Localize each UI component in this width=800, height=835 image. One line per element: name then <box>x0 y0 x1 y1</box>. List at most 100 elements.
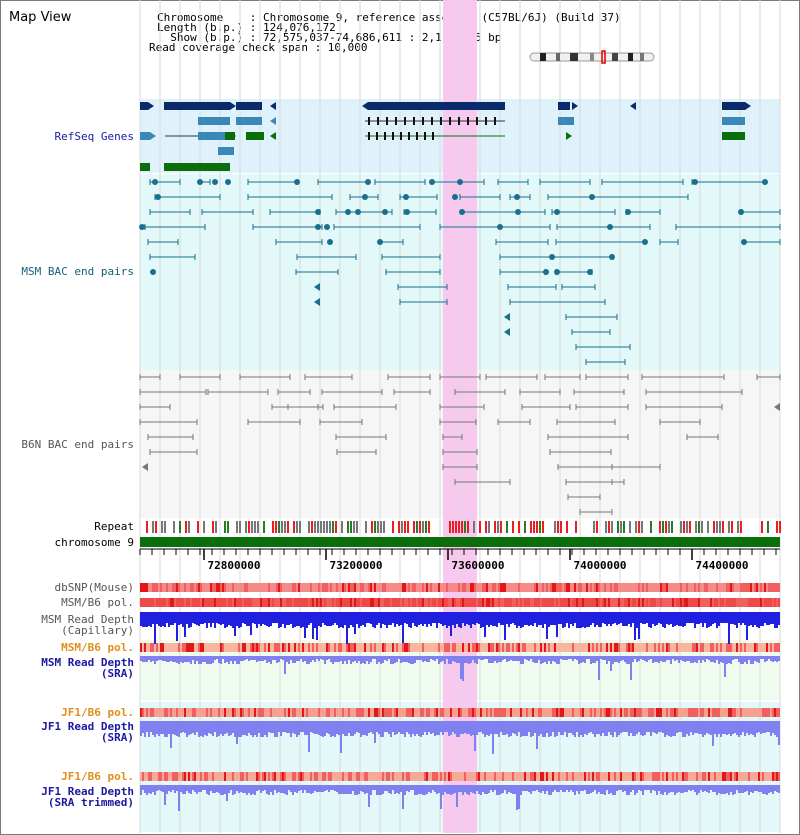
track-label-refseq[interactable]: RefSeq Genes <box>54 130 134 143</box>
msm-pol2-cell <box>608 643 610 652</box>
jf1-pol-cell <box>552 708 554 717</box>
msm-depth-capillary-bar <box>510 612 512 624</box>
msm-pol-cell <box>256 598 258 607</box>
jf1-depth-sra-bar <box>488 721 490 736</box>
msm-depth-capillary-bar <box>368 612 370 623</box>
msm-pol-cell <box>574 598 576 607</box>
msm-depth-capillary-bar <box>456 612 458 624</box>
jf1-depth-trimmed-bar <box>302 785 304 793</box>
msm-depth-capillary-bar <box>494 612 496 626</box>
jf1-depth-trimmed-bar <box>664 785 666 792</box>
msm-depth-sra-bar <box>714 656 716 663</box>
jf1-pol-cell <box>522 708 524 717</box>
jf1-pol2-cell <box>482 772 484 781</box>
msm-depth-sra-bar <box>428 656 430 662</box>
jf1-pol2-cell <box>190 772 192 781</box>
jf1-depth-sra-bar <box>290 721 292 737</box>
msm-depth-capillary-bar <box>310 612 312 623</box>
msm-pol2-cell <box>602 643 604 652</box>
msm-depth-sra-bar <box>692 656 694 663</box>
msm-depth-sra-bar <box>388 656 390 659</box>
msm-pol-cell <box>304 598 306 607</box>
jf1-depth-trimmed-bar <box>756 785 758 791</box>
jf1-pol2-cell <box>150 772 152 781</box>
jf1-pol-cell <box>278 708 280 717</box>
msm-depth-sra-bar <box>418 656 420 660</box>
jf1-pol-cell <box>700 708 702 717</box>
jf1-depth-sra-bar <box>486 721 488 735</box>
jf1-depth-trimmed-bar <box>634 785 636 795</box>
jf1-pol2-cell <box>202 772 204 781</box>
jf1-pol-cell <box>282 708 284 717</box>
msm-pol-cell <box>656 598 658 607</box>
jf1-pol-cell <box>210 708 212 717</box>
dbsnp-cell <box>656 583 658 592</box>
jf1-pol-cell <box>530 708 532 717</box>
jf1-depth-trimmed-bar <box>668 785 670 793</box>
msm-pol2-cell <box>504 643 506 652</box>
dbsnp-cell <box>408 583 410 592</box>
msm-pol-cell <box>592 598 594 607</box>
jf1-depth-sra-bar <box>498 721 500 737</box>
msm-depth-capillary-bar <box>366 612 368 623</box>
msm-pol2-cell <box>386 643 388 652</box>
dbsnp-cell <box>530 583 532 592</box>
jf1-pol2-cell <box>634 772 636 781</box>
jf1-pol-cell <box>374 708 376 717</box>
dbsnp-cell <box>450 583 452 592</box>
msm-depth-capillary-bar <box>268 612 270 627</box>
track-label-b6n-bac[interactable]: B6N BAC end pairs <box>21 438 134 451</box>
jf1-depth-sra-bar <box>276 721 278 737</box>
jf1-depth-sra-bar <box>302 721 304 732</box>
dbsnp-cell <box>638 583 640 592</box>
msm-depth-capillary-bar <box>448 612 450 626</box>
track-label-msm-bac[interactable]: MSM BAC end pairs <box>21 265 134 278</box>
msm-depth-sra-bar <box>350 656 352 664</box>
dbsnp-cell <box>352 583 354 592</box>
dbsnp-cell <box>400 583 402 592</box>
jf1-depth-sra-bar <box>172 721 174 734</box>
msm-pol-cell <box>396 598 398 607</box>
msm-depth-capillary-bar <box>210 612 212 627</box>
msm-depth-sra-bar <box>546 656 548 664</box>
msm-depth-sra-bar <box>684 656 686 662</box>
jf1-depth-trimmed-bar <box>698 785 700 793</box>
msm-depth-capillary-bar <box>572 612 574 626</box>
dbsnp-cell <box>446 583 448 592</box>
msm-pol-cell <box>674 598 676 607</box>
jf1-depth-trimmed-bar <box>750 785 752 792</box>
msm-depth-sra-bar <box>718 656 720 664</box>
msm-pol2-cell <box>218 643 220 652</box>
msm-bac-marker <box>365 179 371 185</box>
msm-depth-sra-bar <box>216 656 218 659</box>
dbsnp-cell <box>426 583 428 592</box>
repeat-element <box>767 521 769 533</box>
jf1-pol2-cell <box>262 772 264 781</box>
msm-depth-sra-bar <box>762 656 764 659</box>
jf1-depth-sra-bar <box>194 721 196 735</box>
msm-depth-capillary-bar <box>438 612 440 623</box>
msm-pol2-cell <box>610 643 612 652</box>
msm-pol2-cell <box>742 643 744 652</box>
jf1-pol-cell <box>654 708 656 717</box>
repeat-element <box>497 521 499 533</box>
repeat-element <box>257 521 259 533</box>
jf1-depth-sra-bar <box>506 721 508 734</box>
jf1-depth-trimmed-bar <box>652 785 654 790</box>
jf1-depth-sra-bar <box>576 721 578 732</box>
jf1-depth-trimmed-bar <box>754 785 756 791</box>
jf1-pol-cell <box>240 708 242 717</box>
dbsnp-cell <box>616 583 618 592</box>
repeat-element <box>332 521 334 533</box>
msm-depth-capillary-bar <box>478 612 480 624</box>
jf1-pol2-cell <box>452 772 454 781</box>
msm-depth-sra-bar <box>698 656 700 660</box>
msm-pol2-cell <box>518 643 520 652</box>
dbsnp-cell <box>628 583 630 592</box>
dbsnp-cell <box>154 583 156 592</box>
jf1-depth-sra-bar <box>472 721 474 735</box>
repeat-element <box>512 521 514 533</box>
jf1-pol-cell <box>426 708 428 717</box>
repeat-element <box>452 521 454 533</box>
